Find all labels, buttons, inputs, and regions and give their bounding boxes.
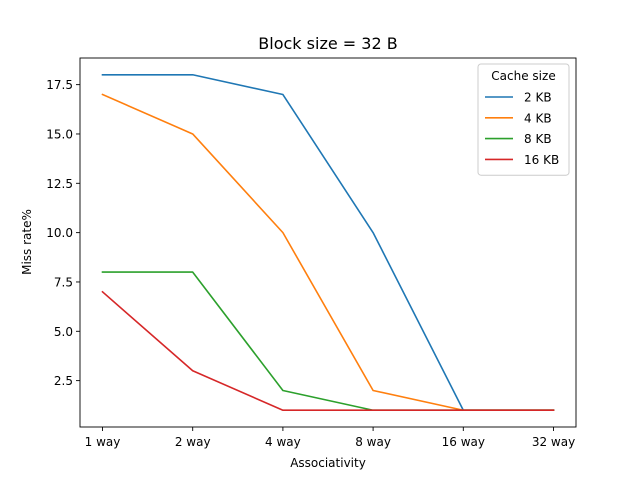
plot-area: 1 way 2 way 4 way 8 way 16 way 32 way 2.5 5.0 7.… <box>46 57 577 449</box>
y-tick-label: 2.5 <box>54 374 73 388</box>
chart-title: Block size = 32 B <box>258 34 397 53</box>
y-tick-label: 12.5 <box>46 177 73 191</box>
series-line <box>101 290 555 412</box>
legend-label: 2 KB <box>524 91 552 105</box>
x-tick-label: 4 way <box>265 435 301 449</box>
x-tick-label: 2 way <box>175 435 211 449</box>
y-tick-label: 5.0 <box>54 325 73 339</box>
y-tick-label: 15.0 <box>46 127 73 141</box>
y-tick-label: 10.0 <box>46 226 73 240</box>
x-axis-label: Associativity <box>290 456 366 470</box>
legend-box <box>477 63 570 176</box>
y-axis-label: Miss rate% <box>20 209 34 275</box>
y-tick-label: 7.5 <box>54 275 73 289</box>
x-tick-label: 1 way <box>85 435 121 449</box>
legend-title: Cache size <box>491 69 555 83</box>
x-tick-label: 8 way <box>355 435 391 449</box>
legend-label: 8 KB <box>524 132 552 146</box>
y-tick-label: 17.5 <box>46 78 73 92</box>
x-tick-label: 16 way <box>442 435 485 449</box>
legend-label: 16 KB <box>524 153 559 167</box>
legend: Cache size 2 KB 4 KB 8 KB 16 KB <box>477 63 570 176</box>
legend-label: 4 KB <box>524 111 552 125</box>
axes-frame <box>79 57 577 428</box>
x-tick-label: 32 way <box>532 435 575 449</box>
